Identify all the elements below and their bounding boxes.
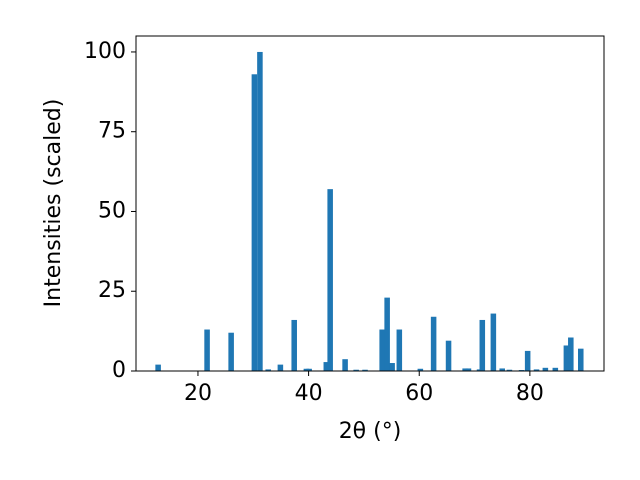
bar <box>362 369 368 371</box>
bar <box>417 368 424 371</box>
y-tick-label: 0 <box>112 358 126 383</box>
bar <box>228 332 234 371</box>
bar <box>445 340 452 371</box>
bar <box>306 368 312 371</box>
plot-frame <box>135 35 605 372</box>
bar <box>479 319 486 371</box>
bar <box>353 369 359 371</box>
bar <box>384 297 390 371</box>
bar <box>490 313 497 371</box>
bar <box>257 51 263 371</box>
bar <box>155 364 161 371</box>
bar <box>506 369 513 371</box>
y-tick-label: 50 <box>98 198 126 223</box>
x-tick-label: 40 <box>295 381 323 406</box>
bar <box>499 368 505 371</box>
bar <box>430 316 437 371</box>
bar <box>204 329 210 371</box>
bar <box>342 359 348 371</box>
bar <box>568 337 574 371</box>
bar <box>323 362 330 371</box>
y-axis-label: Intensities (scaled) <box>41 99 66 308</box>
x-axis-label: 2θ (°) <box>339 419 402 444</box>
bar <box>462 368 468 371</box>
bar <box>542 367 549 371</box>
bar <box>533 369 540 371</box>
bar <box>524 350 531 371</box>
bar <box>465 368 472 371</box>
bar <box>265 369 271 371</box>
bar <box>327 189 333 371</box>
bar <box>291 319 297 371</box>
y-tick-label: 25 <box>98 278 126 303</box>
bar <box>563 345 570 371</box>
bar <box>277 364 284 371</box>
x-tick-label: 80 <box>516 381 544 406</box>
bar <box>389 363 395 371</box>
bar <box>251 74 258 372</box>
bar <box>552 367 559 371</box>
bar <box>379 329 385 371</box>
bar <box>578 348 584 371</box>
y-tick-label: 75 <box>98 119 126 144</box>
y-tick-label: 100 <box>84 39 126 64</box>
x-tick-label: 60 <box>405 381 433 406</box>
x-tick-label: 20 <box>184 381 212 406</box>
bar <box>396 329 403 371</box>
